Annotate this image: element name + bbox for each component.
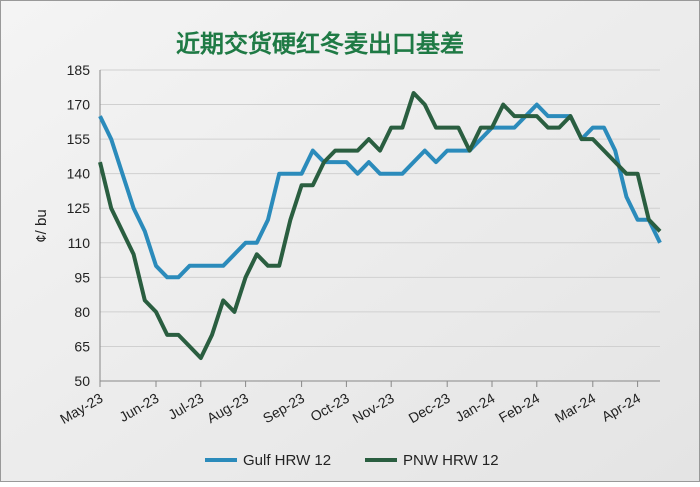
chart-title: 近期交货硬红冬麦出口基差 [176,30,464,58]
y-tick-label: 185 [67,62,91,78]
y-tick-label: 125 [67,200,91,216]
legend-label: PNW HRW 12 [403,452,499,469]
y-tick-label: 50 [74,373,90,389]
legend-label: Gulf HRW 12 [243,452,331,469]
series-line [98,91,662,360]
y-tick-label: 110 [68,235,91,251]
y-tick-label: 155 [67,131,91,147]
series-line [98,102,662,280]
y-axis-label: ¢/ bu [33,209,50,242]
y-tick-label: 140 [67,166,91,182]
y-tick-label: 65 [74,338,90,354]
y-tick-label: 80 [74,304,90,320]
y-tick-label: 95 [74,269,90,285]
y-tick-label: 170 [67,97,91,113]
